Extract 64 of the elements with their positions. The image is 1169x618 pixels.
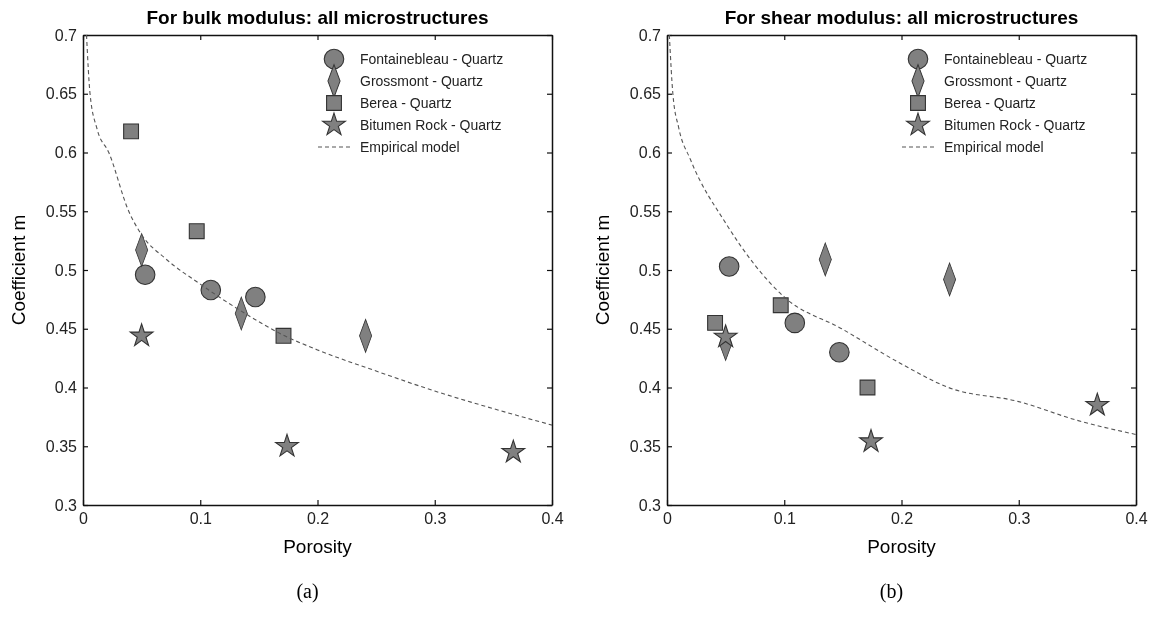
- x-tick-label: 0.2: [306, 510, 330, 528]
- x-tick-label: 0: [79, 510, 89, 528]
- legend-label: Bitumen Rock - Quartz: [944, 117, 1086, 133]
- legend-label: Fontainebleau - Quartz: [360, 51, 504, 67]
- legend-label: Empirical model: [360, 139, 460, 155]
- point: [129, 323, 154, 347]
- y-tick-label: 0.3: [638, 496, 662, 514]
- y-tick-label: 0.55: [629, 202, 662, 220]
- point: [275, 433, 299, 457]
- y-tick-label: 0.5: [638, 261, 662, 279]
- legend-label: Grossmont - Quartz: [360, 73, 483, 89]
- y-tick-label: 0.3: [54, 496, 78, 514]
- y-tick-label: 0.6: [638, 144, 662, 162]
- point: [718, 256, 740, 277]
- y-tick-label: 0.45: [629, 320, 662, 338]
- x-tick-label: 0.3: [1008, 510, 1031, 528]
- point: [829, 341, 850, 363]
- legend-label: Bitumen Rock - Quartz: [360, 117, 502, 133]
- y-tick-label: 0.4: [638, 379, 662, 397]
- point: [713, 324, 738, 348]
- point: [188, 223, 205, 240]
- y-tick-label: 0.45: [45, 320, 78, 338]
- point: [859, 429, 883, 452]
- text: (a): [296, 580, 319, 603]
- legend-label: Berea - Quartz: [944, 95, 1036, 111]
- y-tick-label: 0.7: [54, 26, 78, 44]
- point: [707, 314, 724, 331]
- y-tick-label: 0.7: [638, 26, 662, 44]
- y-tick-label: 0.35: [45, 437, 78, 455]
- legend-label: Fontainebleau - Quartz: [944, 51, 1088, 67]
- x-tick-label: 0: [663, 510, 673, 528]
- point: [245, 286, 266, 308]
- text: (b): [879, 580, 904, 603]
- point: [859, 379, 876, 396]
- y-tick-label: 0.5: [54, 261, 78, 279]
- chart-title: For shear modulus: all microstructures: [724, 7, 1079, 28]
- y-axis-title: Coefficient m: [8, 214, 29, 326]
- point: [200, 279, 222, 301]
- y-tick-label: 0.65: [45, 85, 78, 103]
- point: [772, 297, 789, 314]
- x-axis-title: Porosity: [283, 536, 353, 557]
- x-tick-label: 0.1: [189, 510, 212, 528]
- x-tick-label: 0.3: [424, 510, 447, 528]
- y-tick-label: 0.6: [54, 144, 78, 162]
- x-tick-label: 0.4: [1125, 510, 1148, 528]
- point: [275, 327, 292, 344]
- point: [134, 264, 156, 285]
- x-tick-label: 0.2: [890, 510, 914, 528]
- x-axis-title: Porosity: [867, 536, 937, 557]
- point: [1085, 392, 1110, 416]
- y-tick-label: 0.4: [54, 379, 78, 397]
- y-axis-title: Coefficient m: [592, 214, 613, 326]
- point: [784, 312, 806, 334]
- legend-label: Grossmont - Quartz: [944, 73, 1067, 89]
- y-tick-label: 0.55: [45, 202, 78, 220]
- y-tick-label: 0.35: [629, 437, 662, 455]
- x-tick-label: 0.4: [541, 510, 564, 528]
- x-tick-label: 0.1: [773, 510, 796, 528]
- point: [501, 439, 526, 463]
- legend-label: Empirical model: [944, 139, 1044, 155]
- y-tick-label: 0.65: [629, 85, 662, 103]
- chart-title: For bulk modulus: all microstructures: [146, 7, 489, 28]
- point: [123, 123, 140, 140]
- legend-label: Berea - Quartz: [360, 95, 452, 111]
